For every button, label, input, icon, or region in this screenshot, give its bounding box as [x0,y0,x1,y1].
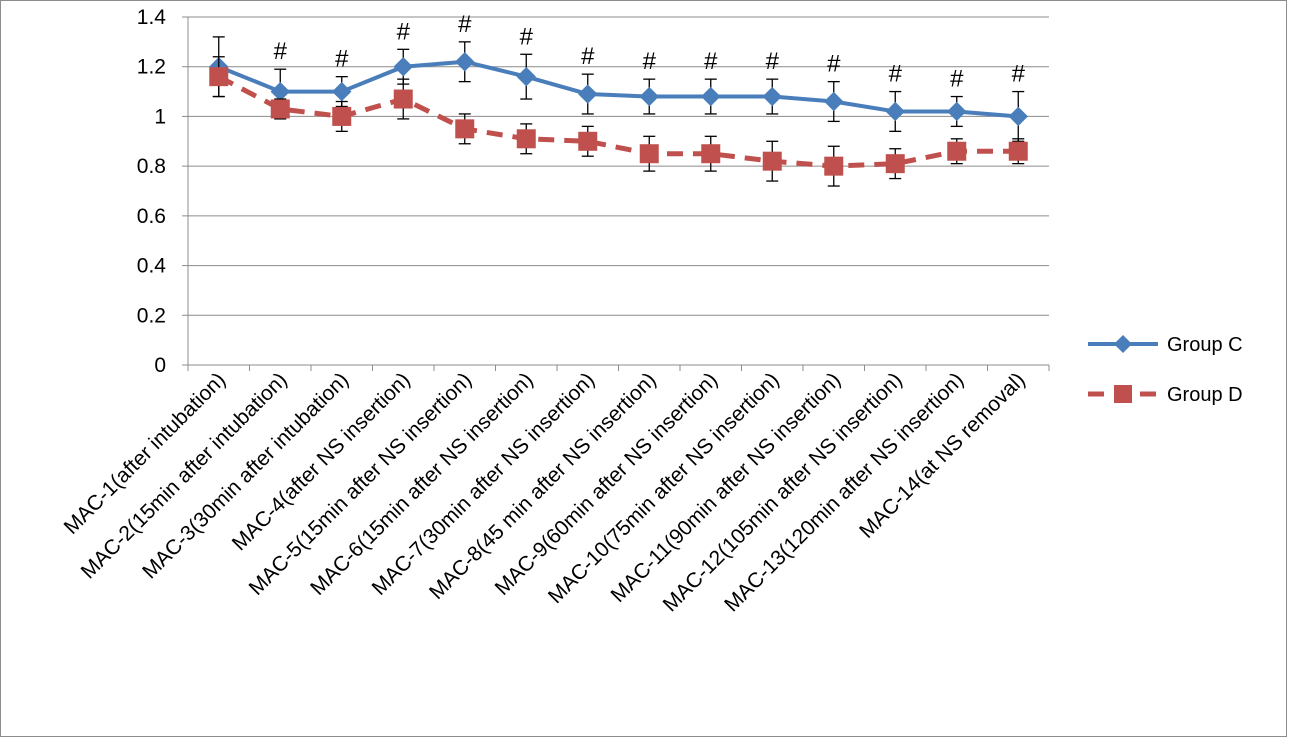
data-point [762,151,782,171]
legend-label: Group C [1167,334,1243,356]
x-tick-label: MAC-6(15min after NS insertion) [306,368,538,600]
y-tick-label: 0.4 [137,255,167,278]
significance-marker: # [704,48,718,75]
data-point [701,86,721,107]
data-point [947,141,967,161]
legend-item: Group D [1088,384,1243,406]
data-point [947,101,967,122]
series-line [218,59,1019,119]
significance-marker: # [1012,61,1026,88]
series-group-c [209,36,1028,142]
x-tick-label: MAC-7(30min after NS insertion) [368,368,600,600]
y-tick-label: 1.2 [137,56,166,79]
y-tick-label: 0.6 [137,205,166,228]
data-point [639,86,659,107]
data-point [578,84,598,104]
data-point [1008,141,1028,161]
significance-marker: # [581,43,595,70]
significance-marker: # [335,46,349,73]
significance-marker: # [766,48,780,75]
data-point [455,52,475,72]
data-point [885,101,905,122]
x-tick-label: MAC-11(90min after NS insertion) [606,368,845,607]
data-point [270,99,290,119]
data-point [332,106,352,126]
data-point [393,89,413,109]
legend: Group C Group D [1088,334,1243,406]
x-tick-label: MAC-8(45 min after NS insertion) [425,368,661,604]
data-point [455,119,475,139]
data-point [209,67,229,87]
y-tick-label: 0.2 [137,304,166,327]
data-point [885,154,905,174]
significance-marker: # [950,66,964,93]
legend-item: Group C [1088,334,1243,356]
data-point [578,131,598,151]
y-tick-label: 0.8 [137,155,166,178]
data-point [393,57,413,77]
x-tick-label: MAC-9(60min after NS insertion) [491,368,723,600]
legend-label: Group D [1167,384,1243,406]
significance-marker: # [827,51,841,78]
data-point [762,86,782,107]
data-point [824,91,844,112]
significance-marker: # [643,48,657,75]
significance-marker: # [889,61,903,88]
significance-marker: # [274,38,288,65]
significance-marker: # [520,23,534,50]
data-point [516,66,536,87]
significance-marker: # [458,11,472,38]
series-line [217,74,1019,169]
data-point [701,144,721,164]
data-point [516,129,536,149]
y-tick-label: 1.4 [137,6,167,29]
legend-marker [1114,335,1132,353]
data-point [332,81,352,102]
data-point [639,144,659,164]
significance-marker: # [397,18,411,45]
data-point [270,81,290,102]
x-tick-label: MAC-5(15min after NS insertion) [245,368,477,600]
data-point [824,156,844,176]
y-tick-label: 1 [154,105,166,128]
legend-marker [1114,385,1132,403]
data-point [1008,106,1028,127]
series-group-d [209,56,1028,187]
y-tick-label: 0 [154,354,166,377]
